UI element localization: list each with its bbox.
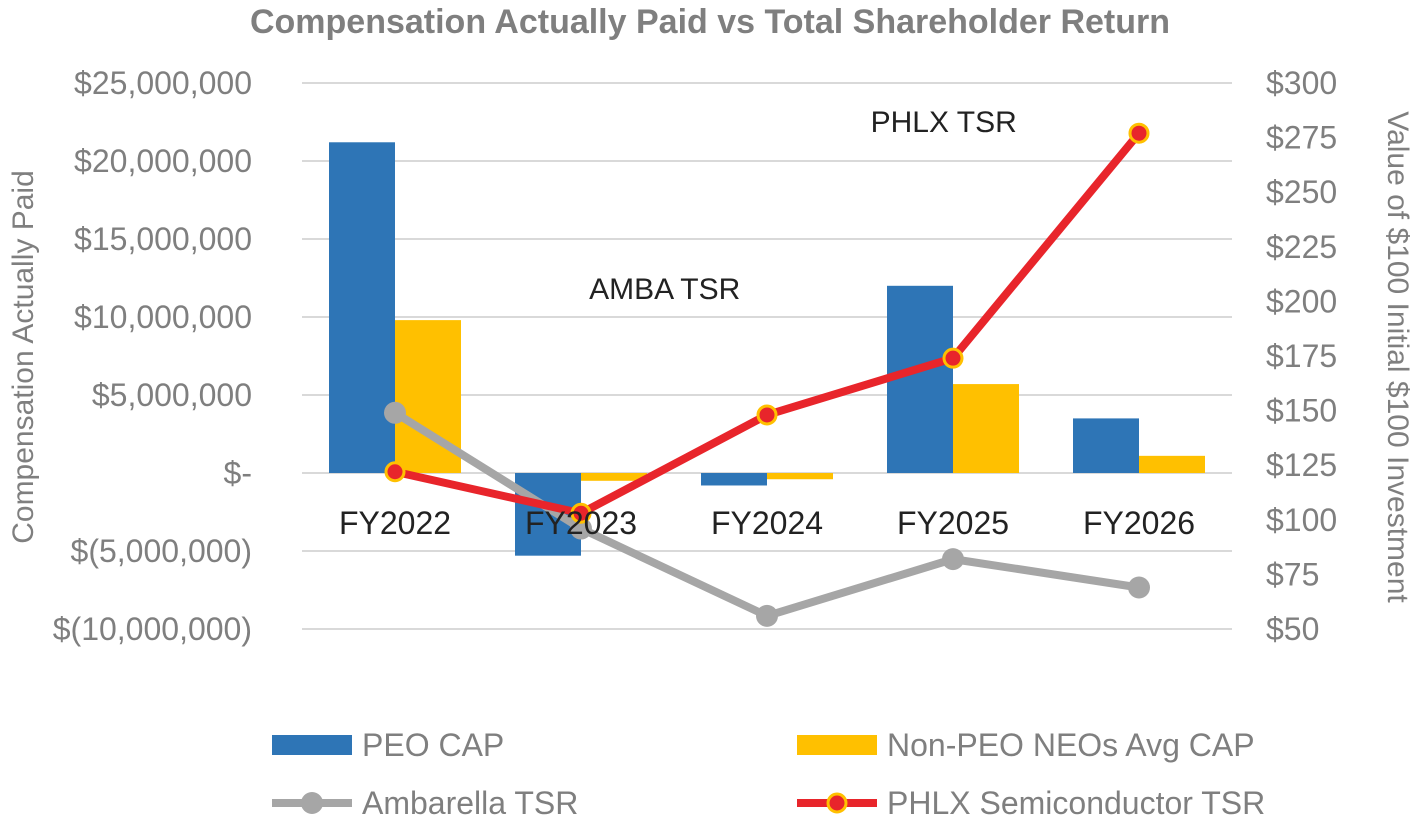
legend-swatch-peo-cap xyxy=(272,735,352,755)
right-axis-ticks: $300 $275 $250 $225 $200 $175 $150 $125 $100 $75 $… xyxy=(1266,65,1337,647)
right-tick-label: $175 xyxy=(1266,338,1337,374)
right-tick-label: $125 xyxy=(1266,447,1337,483)
bar-non-peo-neos-avg-cap xyxy=(767,473,833,480)
bar-peo-cap xyxy=(701,473,767,486)
right-tick-label: $150 xyxy=(1266,393,1337,429)
right-tick-label: $300 xyxy=(1266,65,1337,101)
chart-title: Compensation Actually Paid vs Total Shar… xyxy=(250,3,1170,41)
point-ambarella-tsr xyxy=(384,401,406,424)
right-tick-label: $225 xyxy=(1266,229,1337,265)
left-tick-label: $25,000,000 xyxy=(74,65,252,101)
line-series xyxy=(384,122,1150,627)
point-phlx-semiconductor-tsr xyxy=(570,502,592,524)
annotation-label: PHLX TSR xyxy=(871,106,1017,139)
left-tick-label: $10,000,000 xyxy=(74,299,252,335)
right-tick-label: $75 xyxy=(1266,556,1319,592)
bar-non-peo-neos-avg-cap xyxy=(581,473,647,481)
annotation-label: AMBA TSR xyxy=(589,273,740,306)
point-phlx-semiconductor-tsr xyxy=(756,404,778,426)
legend: PEO CAP Non-PEO NEOs Avg CAP Ambarella TSR… xyxy=(272,727,1265,821)
legend-label: PEO CAP xyxy=(362,727,504,763)
annotations: AMBA TSR PHLX TSR xyxy=(589,106,1017,306)
left-tick-label: $(10,000,000) xyxy=(53,611,252,647)
bar-peo-cap xyxy=(1073,418,1139,473)
point-phlx-semiconductor-tsr xyxy=(1128,122,1150,144)
category-label: FY2022 xyxy=(339,505,451,541)
left-axis-ticks: $25,000,000 $20,000,000 $15,000,000 $10,000… xyxy=(53,65,252,647)
legend-swatch-non-peo-neos-avg-cap xyxy=(797,735,877,755)
point-phlx-semiconductor-tsr xyxy=(384,461,406,483)
left-tick-label: $(5,000,000) xyxy=(71,533,252,569)
legend-label: PHLX Semiconductor TSR xyxy=(887,785,1265,821)
category-label: FY2026 xyxy=(1083,505,1195,541)
bar-series xyxy=(329,142,1205,556)
right-tick-label: $50 xyxy=(1266,611,1319,647)
left-axis-title: Compensation Actually Paid xyxy=(7,170,40,544)
category-label: FY2024 xyxy=(711,505,823,541)
right-tick-label: $250 xyxy=(1266,174,1337,210)
bar-non-peo-neos-avg-cap xyxy=(953,384,1019,473)
line-phlx-semiconductor-tsr xyxy=(394,130,1143,518)
legend-label: Non-PEO NEOs Avg CAP xyxy=(887,727,1255,763)
right-axis-title: Value of $100 Initial $100 Investment xyxy=(1381,111,1414,603)
point-phlx-semiconductor-tsr xyxy=(942,347,964,369)
category-labels: FY2022 FY2023 FY2024 FY2025 FY2026 xyxy=(339,505,1195,541)
legend-marker-phlx-semiconductor-tsr xyxy=(826,792,848,814)
left-tick-label: $15,000,000 xyxy=(74,221,252,257)
bar-peo-cap xyxy=(329,142,395,473)
right-tick-label: $275 xyxy=(1266,120,1337,156)
point-ambarella-tsr xyxy=(570,517,592,540)
legend-label: Ambarella TSR xyxy=(362,785,578,821)
bar-peo-cap xyxy=(887,285,953,473)
right-tick-label: $200 xyxy=(1266,283,1337,319)
bar-non-peo-neos-avg-cap xyxy=(1139,455,1205,473)
point-ambarella-tsr xyxy=(942,548,964,571)
category-label: FY2023 xyxy=(525,505,637,541)
point-ambarella-tsr xyxy=(756,604,778,627)
right-tick-label: $100 xyxy=(1266,502,1337,538)
point-ambarella-tsr xyxy=(1128,576,1150,599)
left-tick-label: $5,000,000 xyxy=(92,377,252,413)
left-tick-label: $- xyxy=(224,455,252,491)
category-label: FY2025 xyxy=(897,505,1009,541)
left-tick-label: $20,000,000 xyxy=(74,143,252,179)
legend-marker-ambarella-tsr xyxy=(301,792,323,814)
